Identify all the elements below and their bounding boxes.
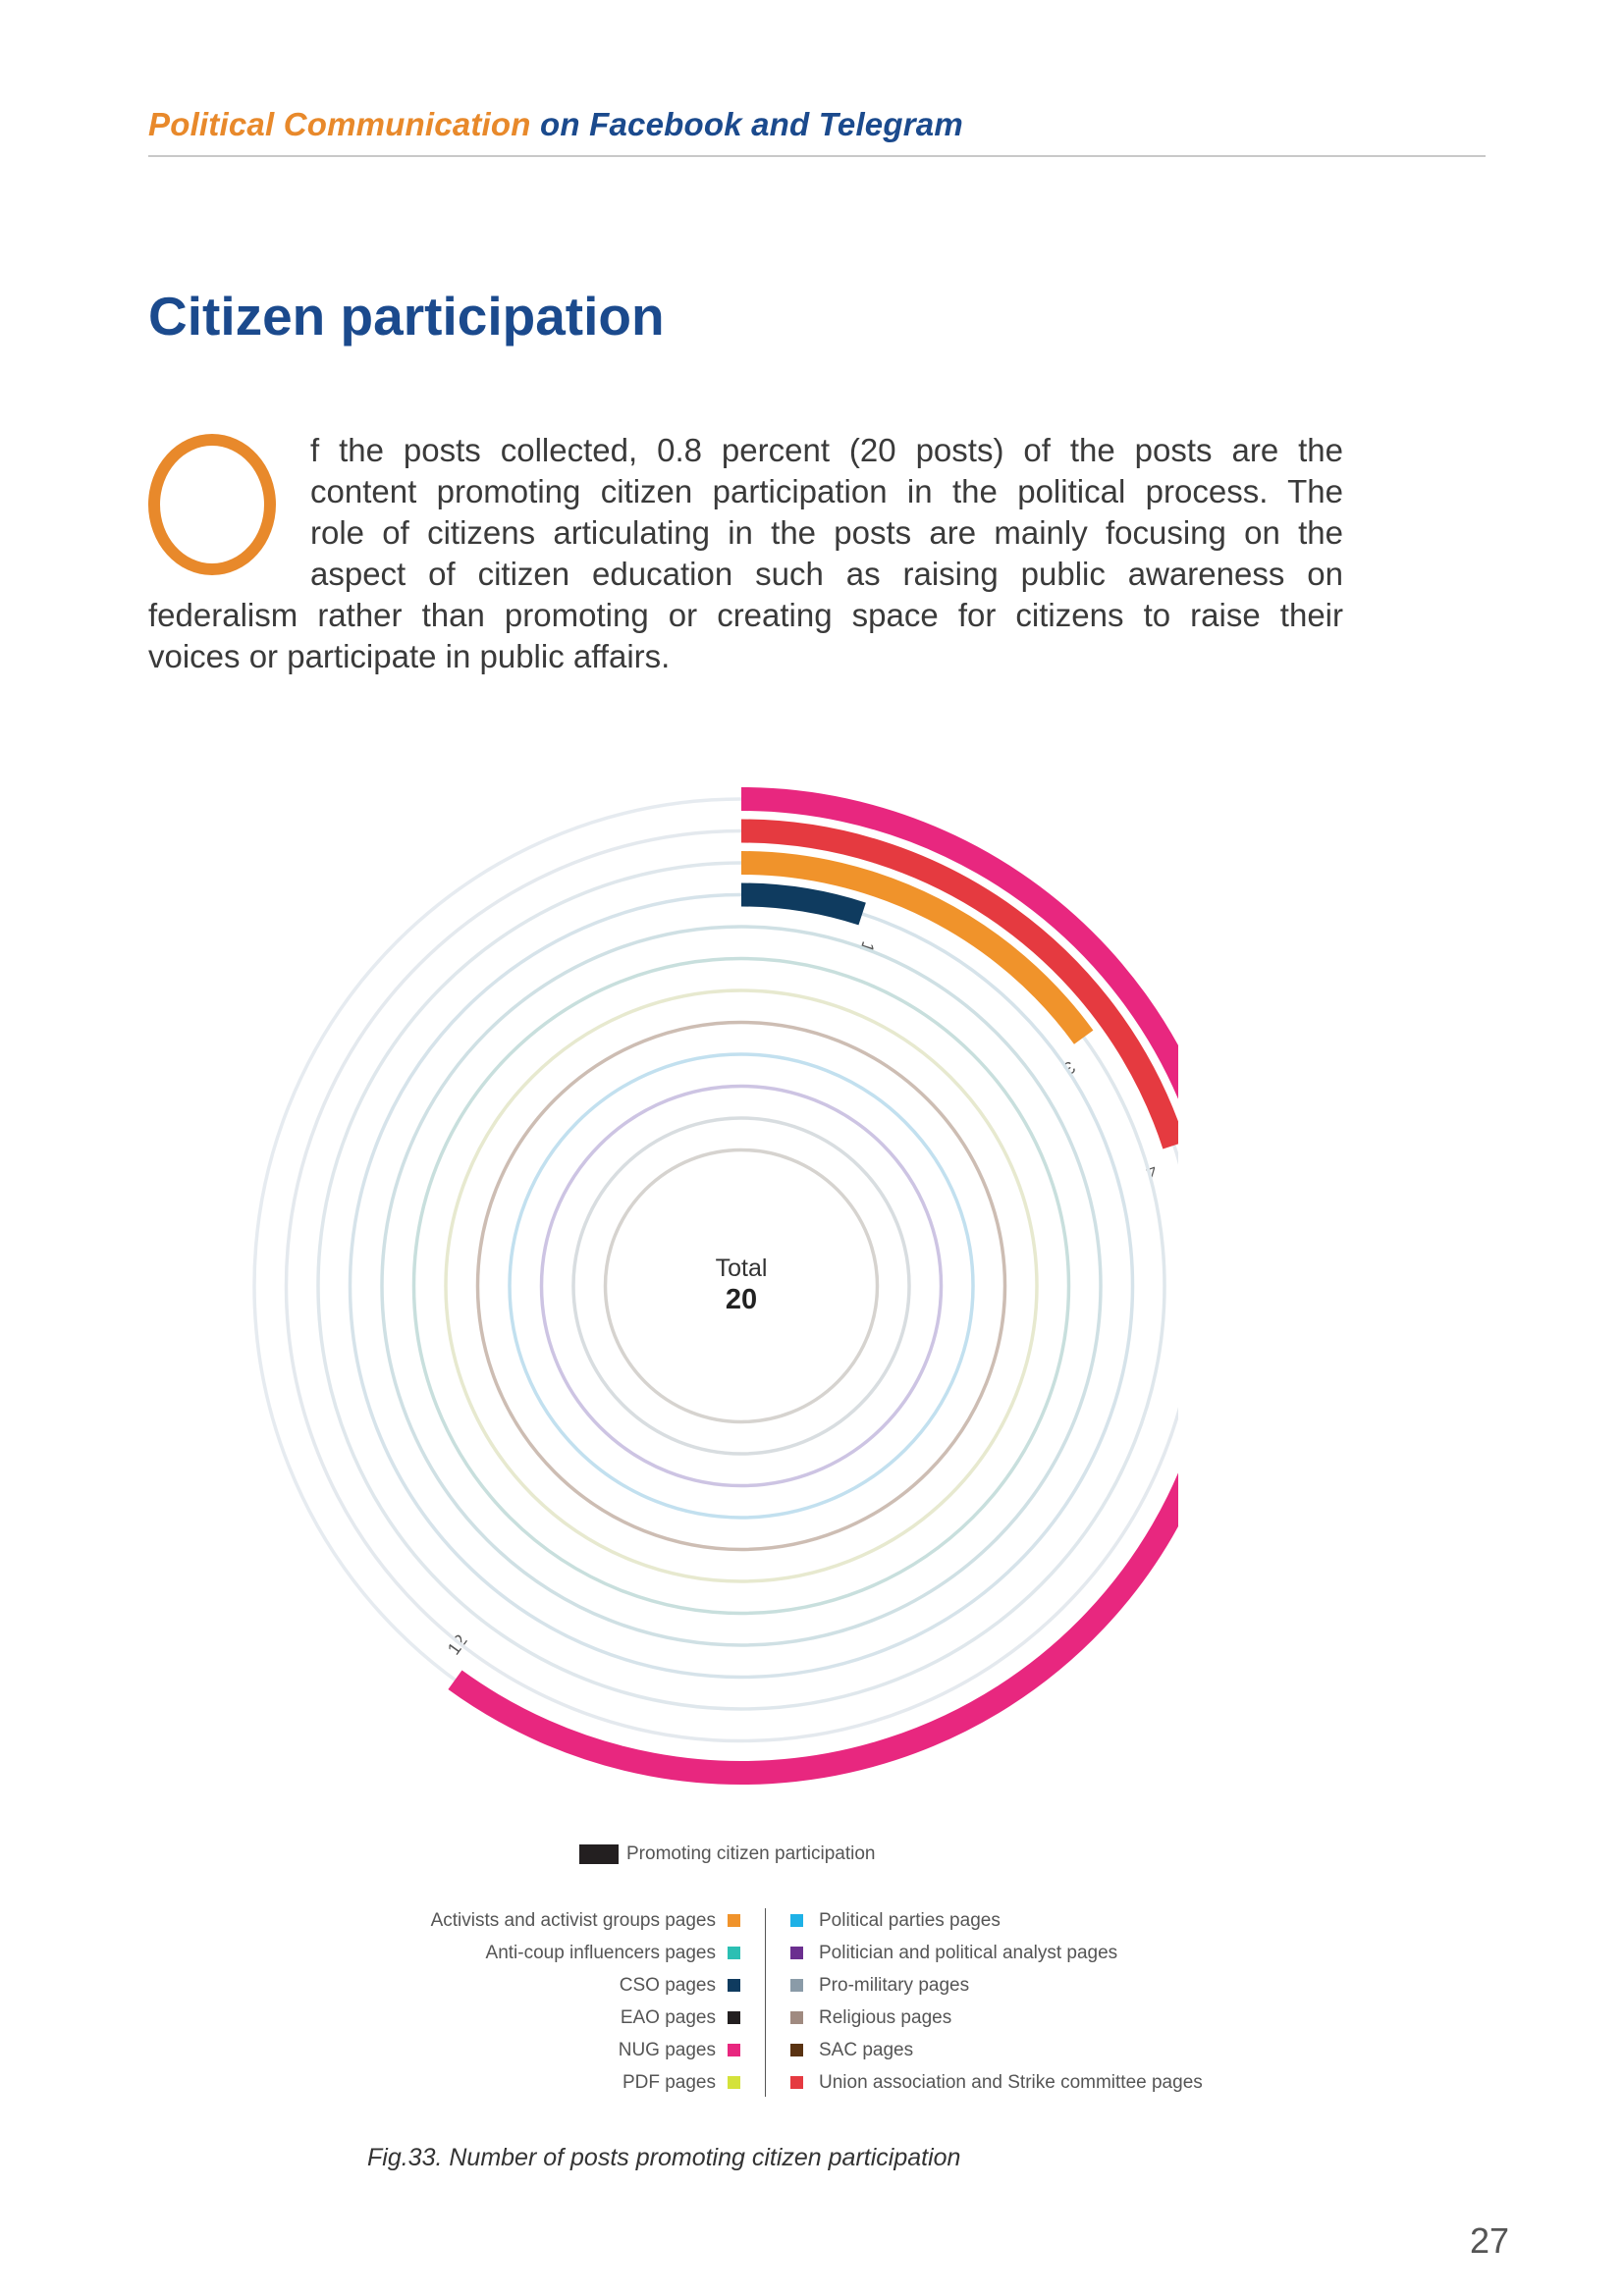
- legend-series-swatch: [579, 1844, 619, 1864]
- legend-label: SAC pages: [819, 2039, 914, 2060]
- legend-label: PDF pages: [622, 2071, 716, 2093]
- legend-label: NUG pages: [618, 2039, 716, 2060]
- legend-item-eao-pages: EAO pages: [295, 2002, 740, 2034]
- legend-label: Anti-coup influencers pages: [485, 1942, 716, 1963]
- legend-item-religious-pages: Religious pages: [790, 2002, 1340, 2034]
- running-header-part2: on Facebook and Telegram: [530, 106, 963, 142]
- body-line: content promoting citizen participation …: [310, 473, 1343, 509]
- figure-caption: Fig.33. Number of posts promoting citize…: [367, 2144, 961, 2171]
- body-line: federalism rather than promoting or crea…: [148, 597, 1343, 633]
- legend-label: Union association and Strike committee p…: [819, 2071, 1203, 2093]
- total-label: Total: [716, 1255, 768, 1282]
- drop-cap-o-icon: [148, 434, 276, 575]
- legend-series: Promoting citizen participation: [579, 1843, 875, 1865]
- section-title: Citizen participation: [148, 286, 665, 347]
- legend-label: Religious pages: [819, 2006, 952, 2028]
- legend-item-anti-coup-influencers-pages: Anti-coup influencers pages: [295, 1937, 740, 1969]
- legend-swatch: [790, 2044, 803, 2056]
- legend-label: EAO pages: [620, 2006, 716, 2028]
- legend-right-column: Political parties pages Politician and po…: [790, 1904, 1340, 2099]
- legend-swatch: [728, 2011, 740, 2024]
- ring-track-pdf-pages: [444, 988, 1039, 1583]
- header-divider: [148, 155, 1486, 157]
- legend-item-politician-and-political-analyst-pages: Politician and political analyst pages: [790, 1937, 1340, 1969]
- ring-track-anti-coup-influencers-pages: [411, 956, 1071, 1616]
- ring-track-sac-pages: [603, 1148, 880, 1424]
- running-header: Political Communication on Facebook and …: [148, 106, 963, 143]
- legend-swatch: [790, 1979, 803, 1992]
- body-line: voices or participate in public affairs.: [148, 638, 671, 674]
- legend-item-nug-pages: NUG pages: [295, 2034, 740, 2066]
- legend-item-union-association-and-strike-committee-pages: Union association and Strike committee p…: [790, 2066, 1340, 2099]
- ring-track-eao-pages: [571, 1116, 911, 1456]
- legend-divider: [765, 1908, 766, 2097]
- ring-track-politician-and-political-analyst-pages: [539, 1084, 944, 1488]
- legend-label: Political parties pages: [819, 1909, 1001, 1931]
- legend-label: Pro-military pages: [819, 1974, 970, 1996]
- running-header-part1: Political Communication: [148, 106, 531, 142]
- legend-swatch: [728, 2044, 740, 2056]
- body-line: role of citizens articulating in the pos…: [310, 514, 1343, 551]
- legend-swatch: [790, 1914, 803, 1927]
- radial-bar-chart: 12 4 3 1 Total 20: [196, 756, 1241, 1821]
- bar-cso-pages: [740, 882, 866, 926]
- page-number: 27: [1470, 2220, 1510, 2261]
- legend-swatch: [728, 1979, 740, 1992]
- legend-item-pdf-pages: PDF pages: [295, 2066, 740, 2099]
- legend-swatch: [790, 2076, 803, 2089]
- legend-item-cso-pages: CSO pages: [295, 1969, 740, 2002]
- legend-item-political-parties-pages: Political parties pages: [790, 1904, 1340, 1937]
- legend-series-label: Promoting citizen participation: [626, 1843, 876, 1864]
- legend-label: CSO pages: [619, 1974, 716, 1996]
- legend-swatch: [728, 1914, 740, 1927]
- ring-track-religious-pages: [475, 1020, 1007, 1552]
- legend-swatch: [790, 2011, 803, 2024]
- ring-track-pro-military-pages: [380, 925, 1103, 1647]
- legend-left-column: Activists and activist groups pages Anti-…: [295, 1904, 740, 2099]
- legend-label: Activists and activist groups pages: [430, 1909, 716, 1931]
- legend-swatch: [728, 1947, 740, 1959]
- total-value: 20: [726, 1284, 757, 1315]
- legend-swatch: [790, 1947, 803, 1959]
- legend-item-sac-pages: SAC pages: [790, 2034, 1340, 2066]
- legend-label: Politician and political analyst pages: [819, 1942, 1118, 1963]
- bar-activists-and-activist-groups-pages: [740, 851, 1094, 1044]
- legend-item-activists-and-activist-groups-pages: Activists and activist groups pages: [295, 1904, 740, 1937]
- legend-item-pro-military-pages: Pro-military pages: [790, 1969, 1340, 2002]
- body-line: f the posts collected, 0.8 percent (20 p…: [310, 432, 1343, 468]
- legend-swatch: [728, 2076, 740, 2089]
- ring-track-political-parties-pages: [508, 1052, 975, 1520]
- body-line: aspect of citizen education such as rais…: [310, 556, 1343, 592]
- bar-union-association-and-strike-committee-pages: [740, 819, 1186, 1149]
